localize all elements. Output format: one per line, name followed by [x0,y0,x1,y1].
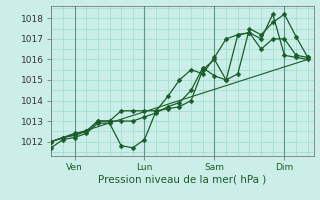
X-axis label: Pression niveau de la mer( hPa ): Pression niveau de la mer( hPa ) [98,175,267,185]
